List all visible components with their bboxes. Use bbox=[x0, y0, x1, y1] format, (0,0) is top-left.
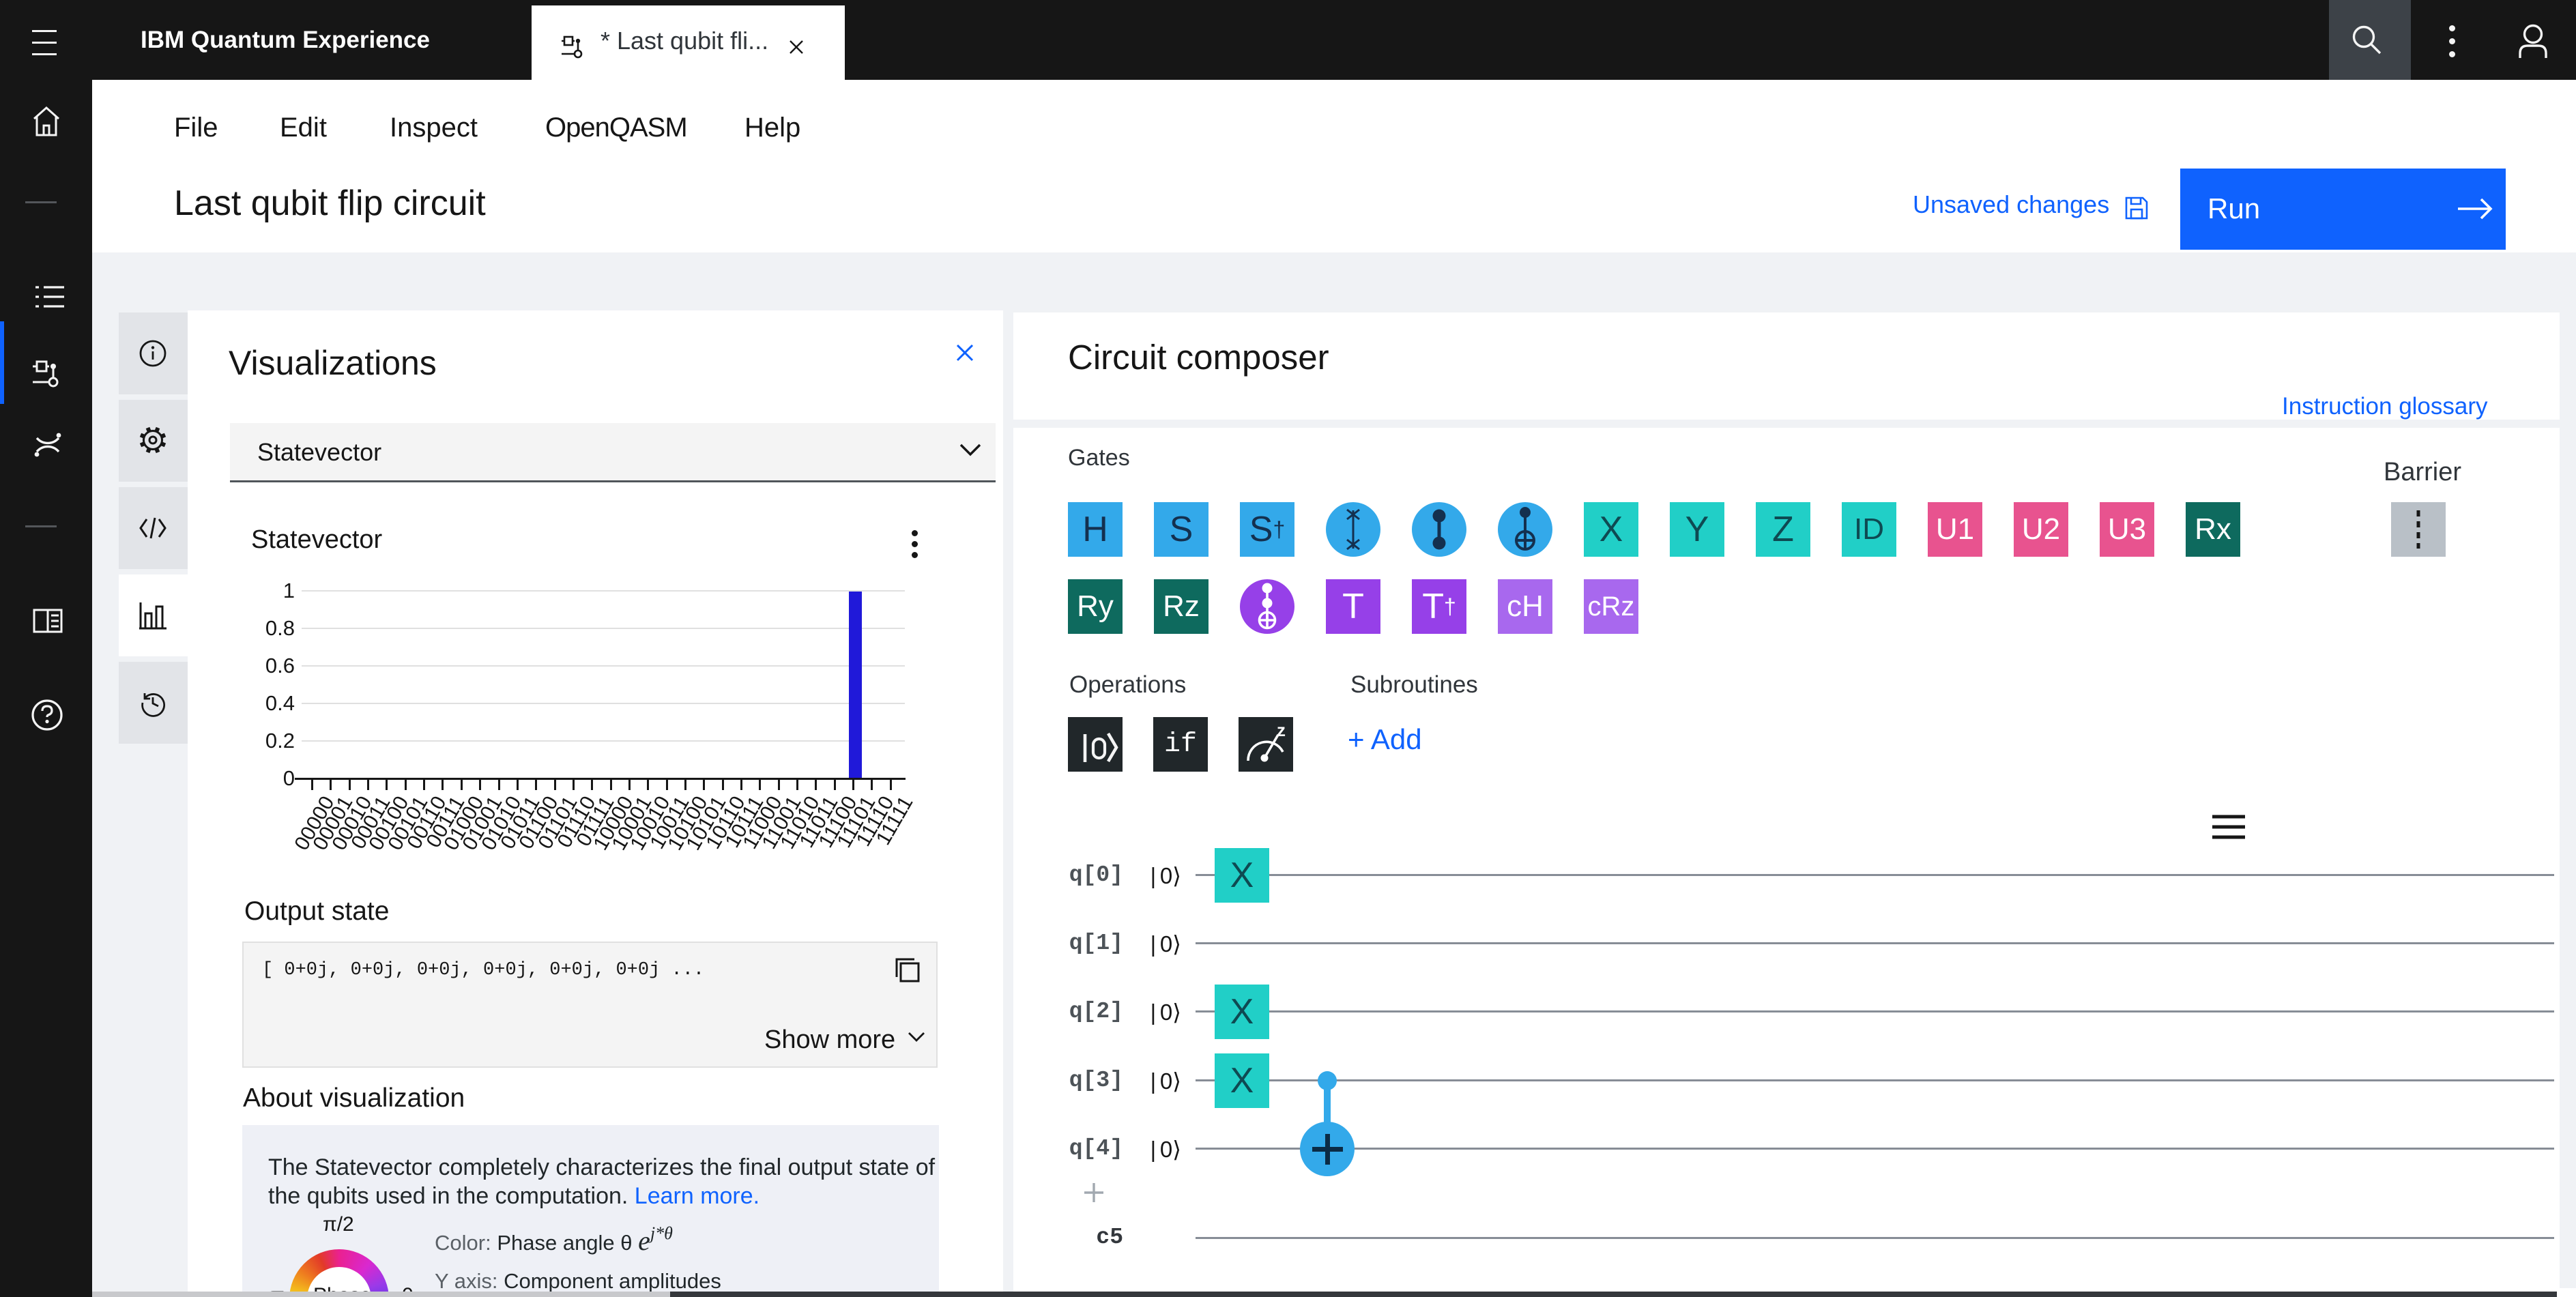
svg-text:z: z bbox=[1277, 723, 1286, 740]
